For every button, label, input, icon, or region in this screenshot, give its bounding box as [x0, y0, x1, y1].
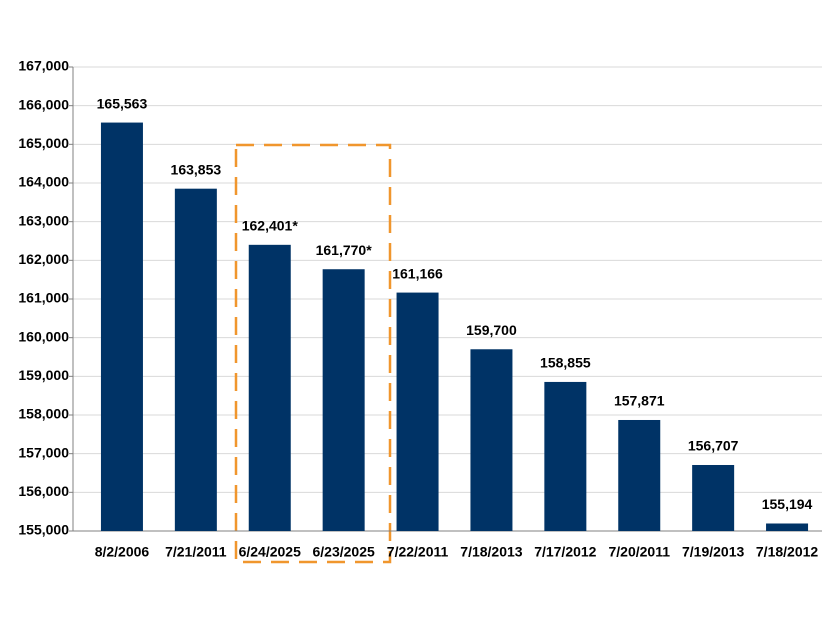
bar	[692, 464, 735, 531]
highlight-box	[234, 143, 392, 564]
y-tick-label: 165,000	[18, 135, 69, 151]
y-tick-label: 167,000	[18, 58, 69, 74]
y-tick-label: 162,000	[18, 251, 69, 267]
x-tick-label: 7/22/2011	[387, 544, 449, 560]
x-tick-label: 8/2/2006	[95, 544, 150, 560]
x-tick-label: 6/24/2025	[239, 544, 301, 560]
x-tick-label: 7/17/2012	[534, 544, 596, 560]
x-tick-label: 7/19/2013	[682, 544, 744, 560]
bar	[100, 122, 143, 532]
value-label: 155,194	[762, 496, 813, 512]
value-label: 163,853	[171, 161, 222, 177]
bar	[544, 381, 587, 531]
bar	[174, 188, 217, 531]
y-tick-label: 158,000	[18, 406, 69, 422]
x-tick-label: 7/20/2011	[608, 544, 670, 560]
value-label: 161,770*	[316, 242, 373, 258]
y-tick-label: 155,000	[18, 522, 69, 538]
value-label: 156,707	[688, 438, 739, 454]
value-label: 158,855	[540, 355, 591, 371]
y-tick-label: 157,000	[18, 444, 69, 460]
y-tick-label: 160,000	[18, 328, 69, 344]
bar	[396, 292, 439, 531]
bar	[322, 269, 365, 531]
bar	[766, 523, 809, 531]
value-label: 157,871	[614, 393, 665, 409]
x-tick-label: 7/21/2011	[165, 544, 227, 560]
x-tick-label: 7/18/2012	[756, 544, 818, 560]
y-tick-label: 164,000	[18, 174, 69, 190]
value-label: 162,401*	[242, 218, 299, 234]
bar	[618, 419, 661, 531]
value-label: 159,700	[466, 322, 517, 338]
bar	[248, 244, 291, 531]
y-tick-label: 166,000	[18, 96, 69, 112]
value-label: 161,166	[392, 265, 443, 281]
bar	[470, 349, 513, 531]
y-tick-label: 159,000	[18, 367, 69, 383]
y-tick-label: 156,000	[18, 483, 69, 499]
value-label: 165,563	[97, 95, 148, 111]
x-tick-label: 7/18/2013	[460, 544, 522, 560]
y-tick-label: 163,000	[18, 212, 69, 228]
y-tick-label: 161,000	[18, 290, 69, 306]
x-tick-label: 6/23/2025	[313, 544, 375, 560]
